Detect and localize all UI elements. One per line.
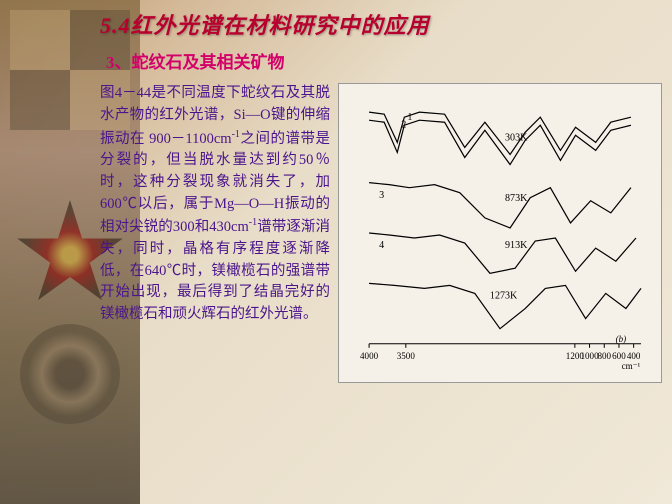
body-text: 图4－44是不同温度下蛇纹石及其脱水产物的红外光谱，Si—O键的伸缩振动在 90… xyxy=(100,83,330,383)
svg-text:913K: 913K xyxy=(505,240,528,251)
svg-text:1: 1 xyxy=(407,112,412,123)
section-heading: 3、蛇纹石及其相关矿物 xyxy=(106,48,662,73)
svg-text:4000: 4000 xyxy=(360,351,379,361)
svg-text:3500: 3500 xyxy=(397,351,416,361)
svg-text:4: 4 xyxy=(379,240,384,251)
ir-spectrum-chart: 303K12873K3913K41273K 400035001200100080… xyxy=(338,83,662,383)
svg-text:600: 600 xyxy=(612,351,626,361)
svg-text:1000: 1000 xyxy=(581,351,600,361)
x-unit: cm⁻¹ xyxy=(622,361,641,371)
svg-text:400: 400 xyxy=(627,351,641,361)
svg-text:873K: 873K xyxy=(505,193,528,204)
panel-label: (b) xyxy=(616,334,627,344)
svg-text:3: 3 xyxy=(379,190,384,201)
slide-title: 5.4红外光谱在材料研究中的应用 xyxy=(100,8,662,40)
svg-text:1273K: 1273K xyxy=(490,290,518,301)
svg-text:2: 2 xyxy=(401,119,406,130)
svg-text:800: 800 xyxy=(597,351,611,361)
